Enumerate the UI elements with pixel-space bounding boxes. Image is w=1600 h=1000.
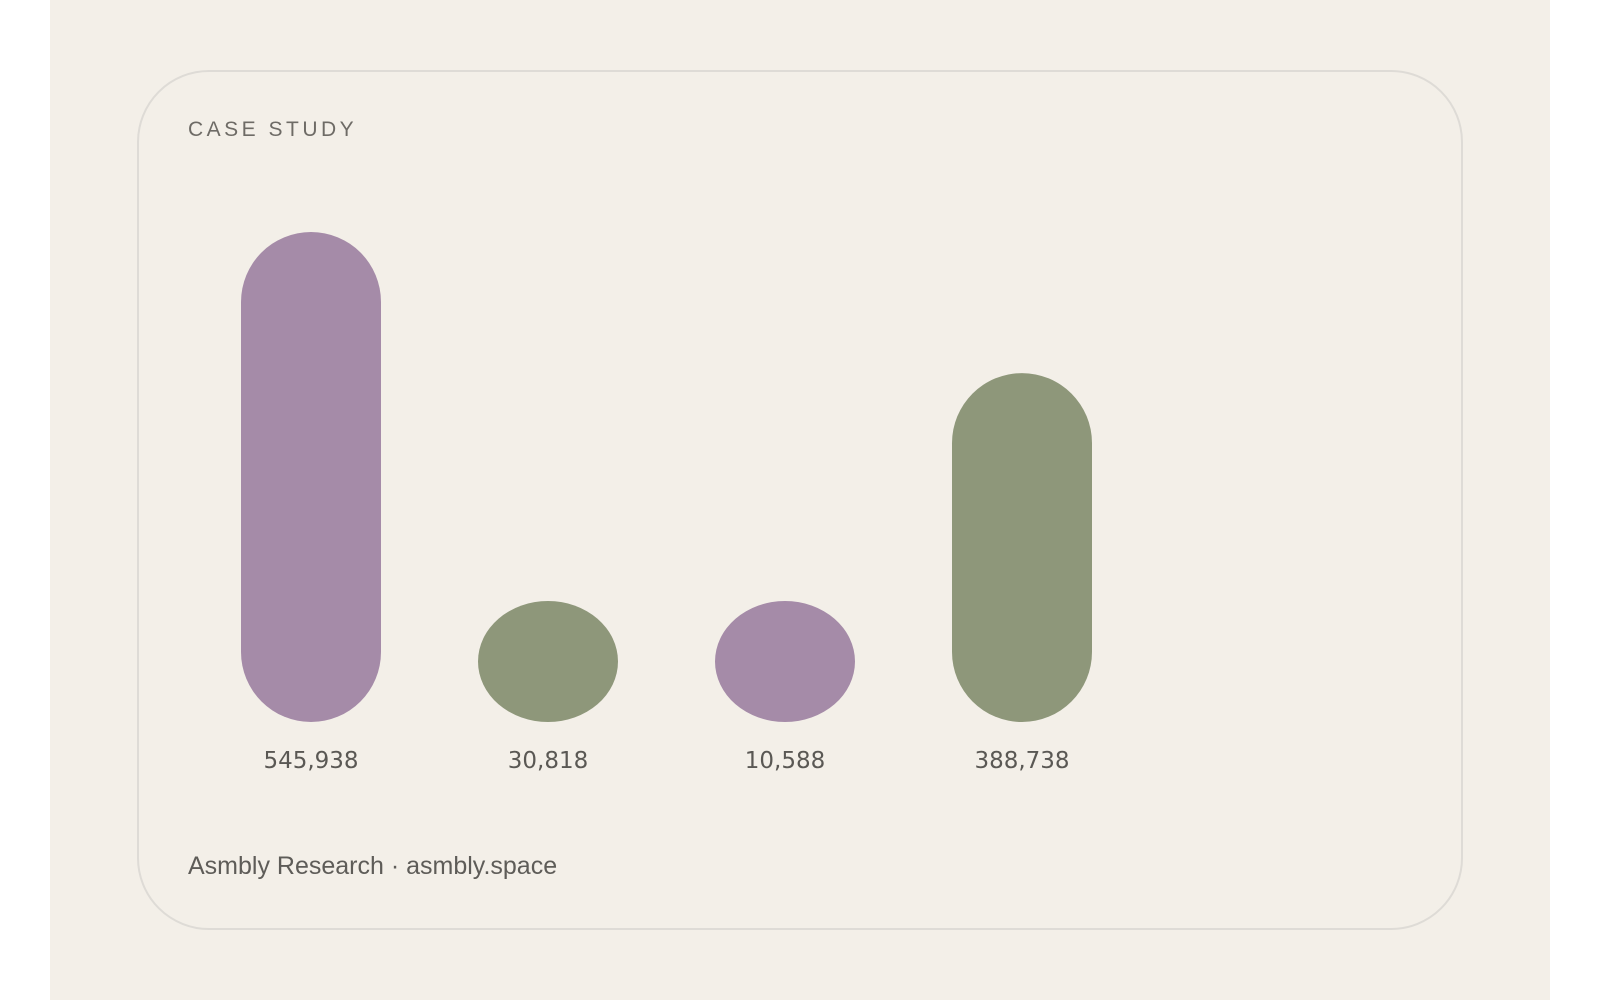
page-background: CASE STUDY 545,938 30,818 10,588 388,738 As… bbox=[50, 0, 1550, 1000]
bar-value-label-2: 30,818 bbox=[508, 748, 588, 774]
bar-value-label-4: 388,738 bbox=[974, 748, 1069, 774]
bar-value-label-1: 545,938 bbox=[263, 748, 358, 774]
card-eyebrow: CASE STUDY bbox=[188, 118, 358, 141]
case-study-card: CASE STUDY 545,938 30,818 10,588 388,738 As… bbox=[137, 70, 1463, 930]
card-footer: Asmbly Research · asmbly.space bbox=[188, 852, 558, 880]
bar-4 bbox=[952, 373, 1092, 722]
bar-2 bbox=[478, 600, 618, 722]
bar-1 bbox=[241, 232, 381, 722]
bar-value-label-3: 10,588 bbox=[745, 748, 825, 774]
bar-3 bbox=[715, 600, 855, 722]
bar-chart: 545,938 30,818 10,588 388,738 bbox=[241, 232, 1092, 774]
